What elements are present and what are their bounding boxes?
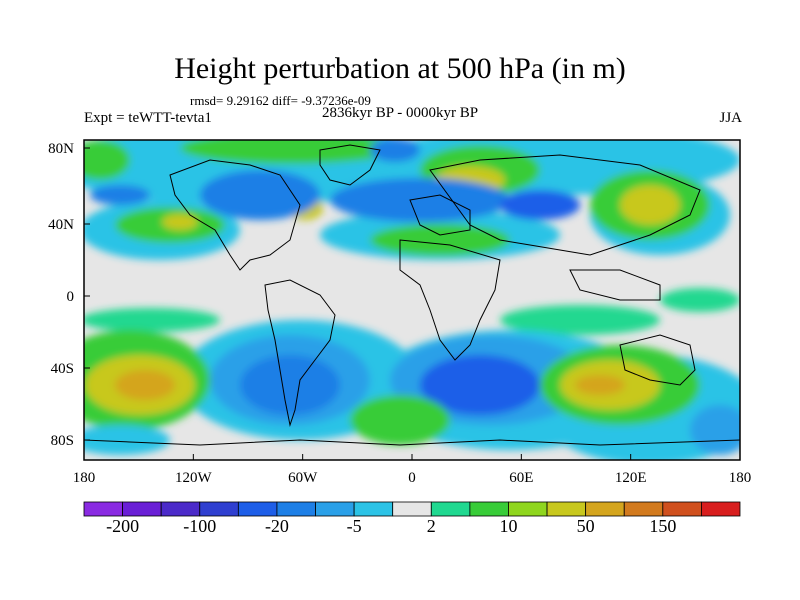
colorbar-swatch — [353, 501, 394, 517]
colorbar-label: 150 — [649, 516, 677, 536]
lat-tick-label: 0 — [67, 289, 75, 305]
contour-fill — [84, 140, 740, 460]
lon-tick-label: 120W — [175, 470, 213, 486]
colorbar-swatch — [237, 501, 278, 517]
lat-tick-label: 40S — [51, 361, 74, 377]
season-label: JJA — [719, 110, 742, 126]
lat-tick-label: 80N — [48, 141, 74, 157]
colorbar-label: -200 — [106, 516, 140, 536]
colorbar-swatch — [701, 501, 741, 517]
colorbar-label: -5 — [346, 516, 362, 536]
colorbar-label: 50 — [576, 516, 595, 536]
map-title: Height perturbation at 500 hPa (in m) — [174, 52, 626, 85]
colorbar — [83, 501, 741, 517]
colorbar-swatch — [392, 501, 432, 517]
lon-tick-label: 0 — [408, 470, 416, 486]
stats-text: rmsd= 9.29162 diff= -9.37236e-09 — [190, 93, 371, 108]
colorbar-swatch — [546, 501, 587, 517]
colorbar-swatch — [623, 501, 664, 517]
lon-tick-label: 180 — [729, 470, 752, 486]
colorbar-label: -100 — [183, 516, 217, 536]
lon-tick-label: 60E — [509, 470, 533, 486]
colorbar-swatch — [469, 501, 509, 517]
period-label: 2836kyr BP - 0000kyr BP — [322, 105, 479, 121]
experiment-label: Expt = teWTT-tevta1 — [84, 110, 212, 126]
axis-ticks: 180 120W 60W 0 60E 120E 180 80N 40N 0 40S 80S — [48, 141, 751, 486]
colorbar-swatch — [276, 501, 316, 517]
colorbar-label: 2 — [426, 516, 436, 536]
lat-tick-label: 80S — [51, 433, 74, 449]
colorbar-swatch — [122, 501, 162, 517]
lat-tick-label: 40N — [48, 217, 74, 233]
lon-tick-label: 180 — [73, 470, 96, 486]
coastlines — [84, 144, 740, 446]
colorbar-swatch — [83, 501, 123, 517]
colorbar-swatch — [199, 501, 239, 517]
lon-tick-label: 120E — [615, 470, 647, 486]
lon-tick-label: 60W — [288, 470, 318, 486]
colorbar-swatch — [315, 501, 355, 517]
colorbar-swatch — [160, 501, 201, 517]
colorbar-swatch — [585, 501, 625, 517]
colorbar-label: 10 — [499, 516, 518, 536]
colorbar-swatch — [430, 501, 471, 517]
colorbar-label: -20 — [264, 516, 289, 536]
colorbar-swatch — [662, 501, 702, 517]
colorbar-swatch — [508, 501, 548, 517]
